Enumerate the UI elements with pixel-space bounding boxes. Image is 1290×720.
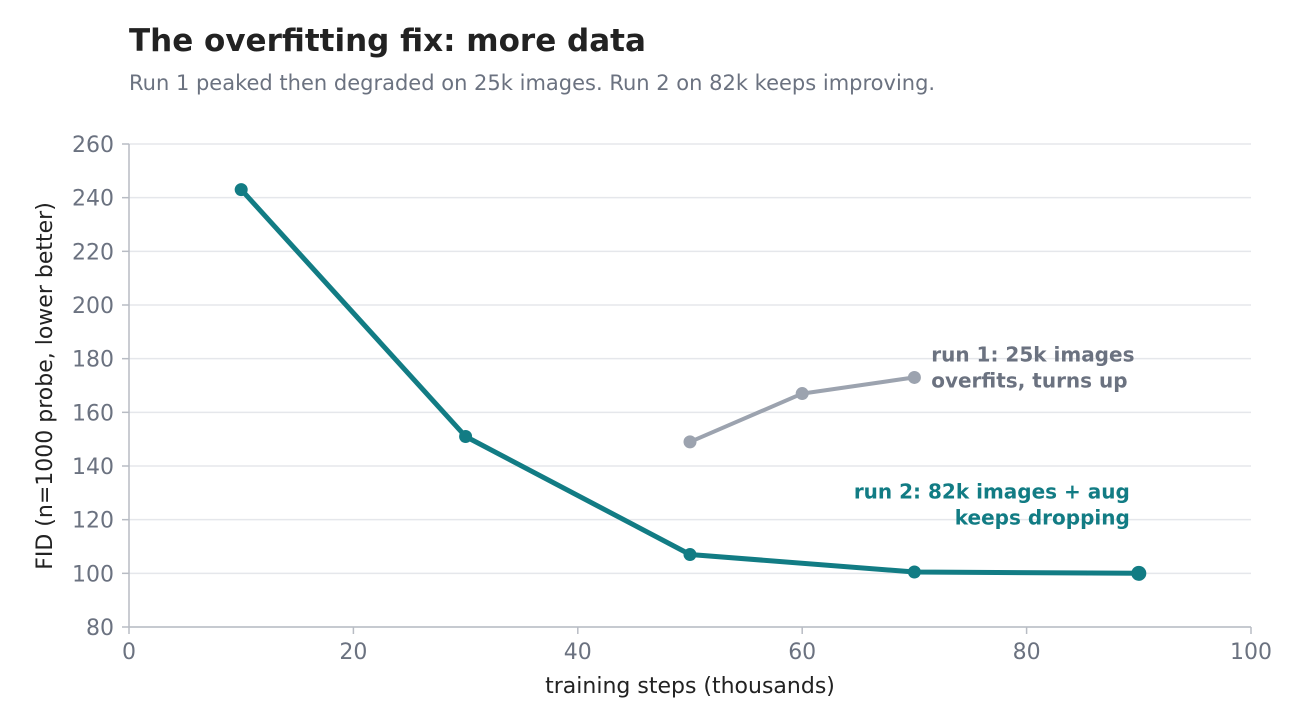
data-point-run2	[907, 565, 921, 579]
y-tick-label: 120	[72, 509, 114, 534]
y-tick-label: 180	[72, 348, 114, 373]
data-point-run1	[683, 435, 697, 449]
y-tick-label: 260	[72, 133, 114, 158]
y-tick-label: 240	[72, 187, 114, 212]
y-tick-label: 100	[72, 562, 114, 587]
x-tick-label: 80	[1013, 640, 1041, 665]
chart-subtitle: Run 1 peaked then degraded on 25k images…	[129, 71, 935, 95]
chart-title: The overfitting fix: more data	[129, 23, 646, 59]
annotation-run1: run 1: 25k images	[931, 342, 1134, 366]
data-point-run2	[459, 429, 473, 443]
x-tick-label: 20	[339, 640, 367, 665]
y-tick-label: 220	[72, 240, 114, 265]
annotation-run1: overfits, turns up	[931, 368, 1127, 392]
x-tick-label: 0	[122, 640, 136, 665]
gridlines	[129, 143, 1251, 628]
data-point-run1	[795, 387, 809, 401]
axes: 80 100 120 140 160 180 200 220 240 260 0 20 40 60 80 10…	[72, 133, 1272, 665]
y-axis-label: FID (n=1000 probe, lower better)	[33, 202, 58, 570]
annotation-run2: run 2: 82k images + aug	[854, 479, 1130, 503]
y-tick-label: 80	[86, 616, 114, 641]
x-axis-label: training steps (thousands)	[545, 674, 835, 699]
data-point-run1	[907, 370, 921, 384]
y-tick-label: 200	[72, 294, 114, 319]
data-point-run2	[1131, 565, 1147, 581]
annotation-run2: keeps dropping	[955, 505, 1130, 529]
x-tick-label: 60	[788, 640, 816, 665]
x-tick-label: 100	[1230, 640, 1272, 665]
data-point-run2	[683, 548, 697, 562]
y-tick-label: 160	[72, 401, 114, 426]
plot-area	[234, 183, 1147, 581]
x-tick-label: 40	[564, 640, 592, 665]
data-point-run2	[234, 183, 248, 197]
y-tick-label: 140	[72, 455, 114, 480]
